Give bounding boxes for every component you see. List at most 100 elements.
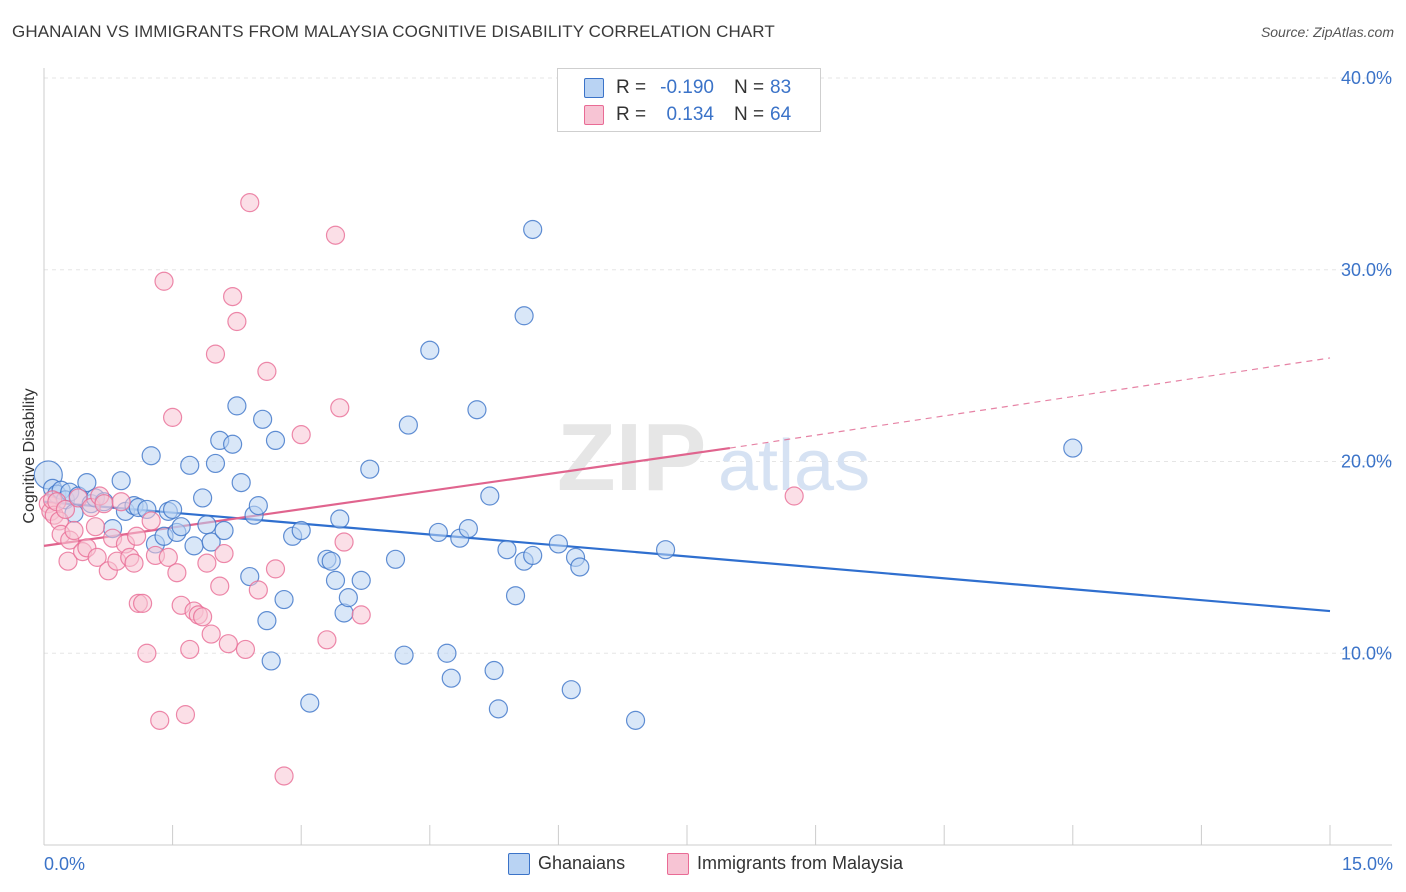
ghanaian-point [505, 586, 526, 606]
malaysia-point [150, 710, 170, 730]
legend-n-value: 64 [770, 104, 792, 125]
ghanaian-point [488, 699, 508, 719]
malaysia-point [274, 766, 294, 786]
legend-swatch-pink [584, 105, 604, 125]
ghanaian-point [484, 660, 504, 681]
ghanaian-point [248, 496, 268, 516]
malaysia-point [85, 517, 106, 537]
ghanaian-point [428, 522, 448, 543]
bottom-legend-label: Ghanaians [538, 853, 626, 873]
watermark: ZIP atlas [557, 404, 870, 511]
malaysia-point [214, 543, 234, 564]
malaysia-point [111, 492, 131, 512]
legend-row-ghanaians: R = -0.190 N = 83 [558, 75, 820, 101]
ghanaian-point [201, 532, 221, 552]
ghanaian-point [1063, 438, 1083, 458]
watermark-zip: ZIP [557, 404, 706, 511]
ghanaian-point [437, 643, 457, 663]
malaysia-point [235, 639, 256, 660]
y-tick-label: 40.0% [1341, 68, 1392, 88]
malaysia-point [175, 705, 196, 725]
ghanaian-point [385, 549, 406, 569]
bottom-legend-swatch-pink [667, 853, 689, 875]
malaysia-point [330, 398, 350, 418]
axes [43, 68, 1392, 846]
x-tick-label: 15.0% [1342, 854, 1393, 874]
ghanaian-point [205, 453, 226, 474]
malaysia-point [87, 547, 107, 567]
ghanaian-point [523, 545, 543, 566]
correlation-legend: R = -0.190 N = 83 R = 0.134 N = 64 [557, 68, 821, 132]
y-tick-label: 30.0% [1341, 260, 1392, 280]
ghanaian-point [548, 534, 569, 554]
malaysia-point [68, 488, 88, 508]
bottom-legend-label: Immigrants from Malaysia [697, 853, 904, 873]
ghanaian-point [141, 446, 161, 466]
ghanaian-point [458, 519, 478, 539]
ghanaian-point [655, 540, 676, 560]
malaysia-point [334, 532, 354, 552]
malaysia-point [210, 576, 230, 596]
malaysia-point [180, 639, 200, 660]
malaysia-point [58, 551, 78, 571]
ghanaian-point [261, 651, 281, 671]
ghanaian-point [330, 509, 350, 529]
ghanaian-point [398, 415, 418, 435]
ghanaian-point [291, 520, 311, 541]
ghanaian-point [265, 430, 286, 451]
malaysia-point [126, 526, 147, 546]
ghanaian-point [253, 409, 273, 429]
malaysia-point [325, 225, 346, 245]
malaysia-point [132, 593, 153, 613]
malaysia-point [201, 624, 221, 644]
legend-n-value: 83 [770, 77, 792, 98]
ghanaian-point [514, 306, 534, 326]
malaysia-point [197, 553, 217, 573]
ghanaian-point [77, 472, 97, 493]
legend-r-value: -0.190 [660, 77, 714, 98]
legend-r-value: 0.134 [666, 104, 714, 125]
malaysia-point [227, 311, 247, 332]
ghanaian-point [231, 472, 251, 493]
legend-r-label: R = [616, 104, 647, 125]
malaysia-point [137, 643, 157, 663]
ghanaian-point [223, 434, 243, 454]
ghanaian-point [193, 488, 213, 508]
chart-title: GHANAIAN VS IMMIGRANTS FROM MALAYSIA COG… [12, 22, 775, 41]
malaysia-trend-extension [729, 357, 1331, 449]
malaysia-point [64, 520, 84, 541]
malaysia-point [193, 607, 213, 627]
ghanaian-point [184, 536, 204, 556]
ghanaian-point [420, 340, 440, 360]
ghanaian-point [523, 219, 543, 240]
ghanaian-point [351, 570, 371, 590]
legend-row-malaysia: R = 0.134 N = 64 [558, 102, 820, 128]
ghanaian-point [163, 499, 183, 520]
tick-labels: 10.0% 20.0% 30.0% 40.0% 0.0% 15.0% [44, 68, 1393, 874]
ghanaian-point [214, 520, 234, 541]
ghanaian-point [338, 588, 358, 608]
malaysia-point [257, 361, 277, 381]
ghanaian-point [274, 589, 294, 610]
y-tick-label: 20.0% [1341, 452, 1392, 472]
malaysia-point [218, 634, 238, 654]
ghanaian-point [300, 693, 320, 713]
ghanaian-point [561, 680, 581, 700]
legend-r-label: R = [616, 77, 647, 98]
y-axis-label: Cognitive Disability [21, 388, 38, 523]
malaysia-point [265, 559, 286, 579]
ghanaian-point [227, 396, 247, 416]
data-points [33, 193, 1083, 786]
ghanaian-point [441, 668, 461, 688]
malaysia-point [55, 499, 76, 520]
ghanaian-point [257, 611, 277, 631]
malaysia-point [124, 553, 144, 573]
ghanaian-point [321, 551, 341, 571]
ghanaian-point [570, 557, 590, 577]
ghanaian-point [480, 486, 500, 506]
ghanaian-point [497, 540, 517, 560]
malaysia-point [158, 547, 178, 567]
malaysia-point [205, 344, 226, 364]
ghanaian-point [240, 566, 260, 587]
y-tick-label: 10.0% [1341, 643, 1392, 663]
